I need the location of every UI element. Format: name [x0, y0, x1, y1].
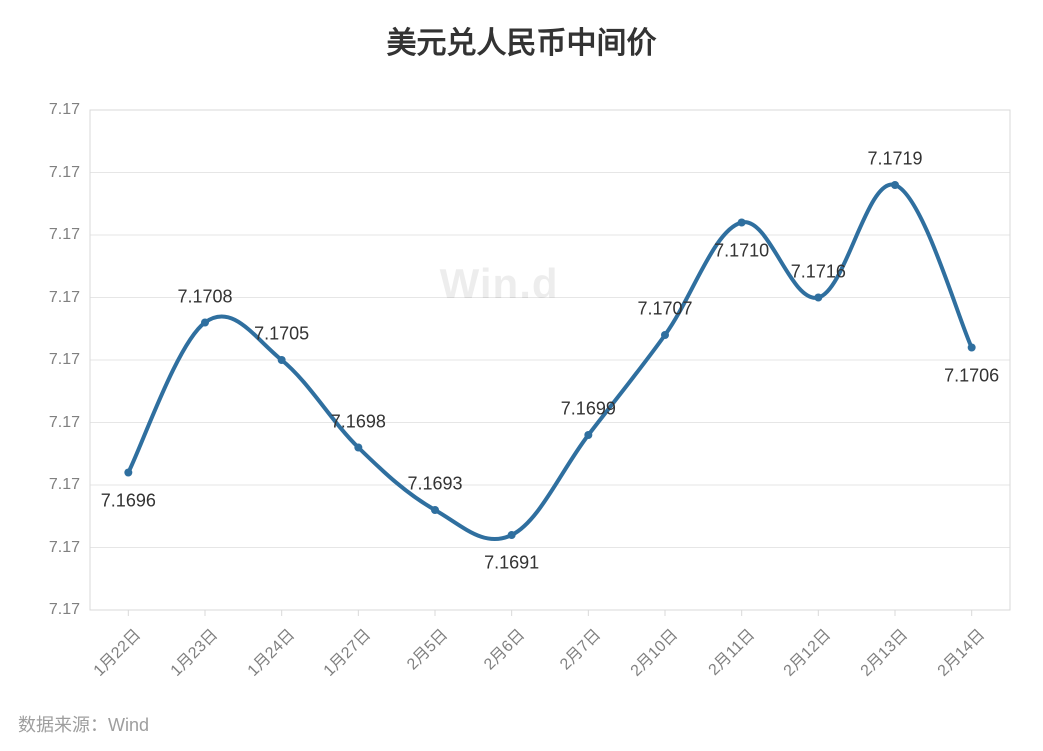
source-name: Wind: [108, 715, 149, 735]
y-tick-label: 7.17: [49, 351, 90, 369]
x-tick-label: 1月23日: [163, 622, 221, 680]
chart-svg: [90, 110, 1010, 610]
chart-title: 美元兑人民币中间价: [0, 18, 1043, 62]
data-point-label: 7.1696: [101, 490, 156, 511]
data-point-label: 7.1706: [944, 365, 999, 386]
data-point-label: 7.1719: [867, 149, 922, 170]
y-tick-label: 7.17: [49, 289, 90, 307]
y-tick-label: 7.17: [49, 414, 90, 432]
chart-container: { "chart": { "type": "line", "title": "美…: [0, 0, 1043, 751]
x-tick-label: 1月22日: [87, 622, 145, 680]
data-point-label: 7.1710: [714, 240, 769, 261]
data-point-label: 7.1698: [331, 411, 386, 432]
x-tick-label: 2月12日: [777, 622, 835, 680]
x-tick-label: 2月13日: [853, 622, 911, 680]
data-point-label: 7.1691: [484, 553, 539, 574]
source-label: 数据来源：Wind: [18, 711, 149, 737]
x-tick-label: 2月10日: [623, 622, 681, 680]
data-point-label: 7.1707: [637, 299, 692, 320]
y-tick-label: 7.17: [49, 601, 90, 619]
y-tick-label: 7.17: [49, 476, 90, 494]
x-tick-label: 2月5日: [400, 622, 452, 674]
source-prefix: 数据来源：: [18, 715, 108, 735]
x-tick-label: 2月11日: [701, 622, 759, 680]
y-tick-label: 7.17: [49, 226, 90, 244]
data-point-label: 7.1708: [177, 286, 232, 307]
y-tick-label: 7.17: [49, 101, 90, 119]
plot-area: Win.d 7.177.177.177.177.177.177.177.177.…: [90, 110, 1010, 610]
x-tick-label: 2月14日: [930, 622, 988, 680]
y-tick-label: 7.17: [49, 539, 90, 557]
x-tick-label: 2月6日: [476, 622, 528, 674]
x-tick-label: 1月24日: [240, 622, 298, 680]
data-point-label: 7.1705: [254, 324, 309, 345]
x-tick-label: 1月27日: [317, 622, 375, 680]
data-point-label: 7.1699: [561, 399, 616, 420]
y-tick-label: 7.17: [49, 164, 90, 182]
x-tick-label: 2月7日: [553, 622, 605, 674]
data-point-label: 7.1716: [791, 261, 846, 282]
data-point-label: 7.1693: [407, 474, 462, 495]
